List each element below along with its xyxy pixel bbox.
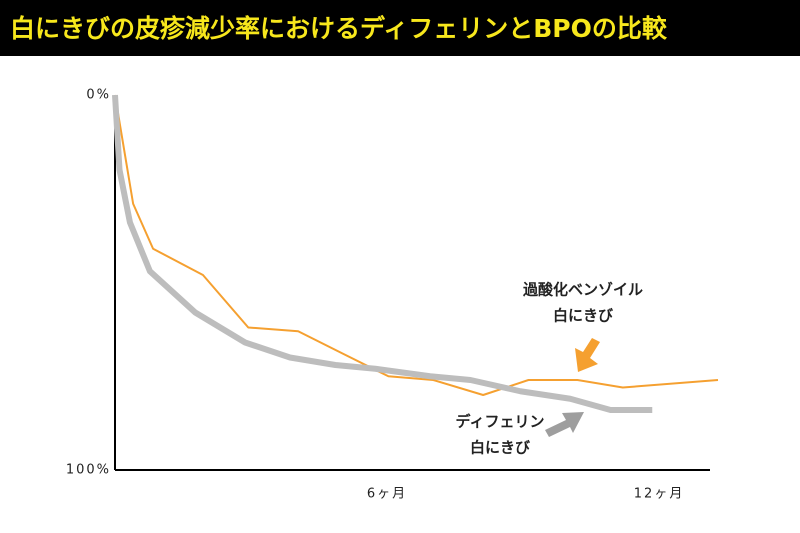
- title-bar: [0, 0, 800, 56]
- x-tick-label: 6ヶ月: [367, 487, 407, 502]
- series-label: ディフェリン: [456, 413, 545, 431]
- y-tick-label: 100%: [66, 463, 111, 478]
- series-line: [114, 94, 719, 396]
- orange-arrow: [575, 338, 600, 372]
- gray-arrow: [545, 412, 584, 437]
- series-label: 過酸化ベンゾイル: [522, 281, 643, 299]
- y-tick-label: 0%: [86, 88, 111, 103]
- series-line: [112, 94, 653, 413]
- series-label: 白にきび: [553, 307, 613, 325]
- x-tick-label: 12ヶ月: [634, 487, 685, 502]
- series-label: 白にきび: [470, 439, 530, 457]
- chart-title: 白にきびの皮疹減少率におけるディフェリンとBPOの比較: [10, 14, 668, 43]
